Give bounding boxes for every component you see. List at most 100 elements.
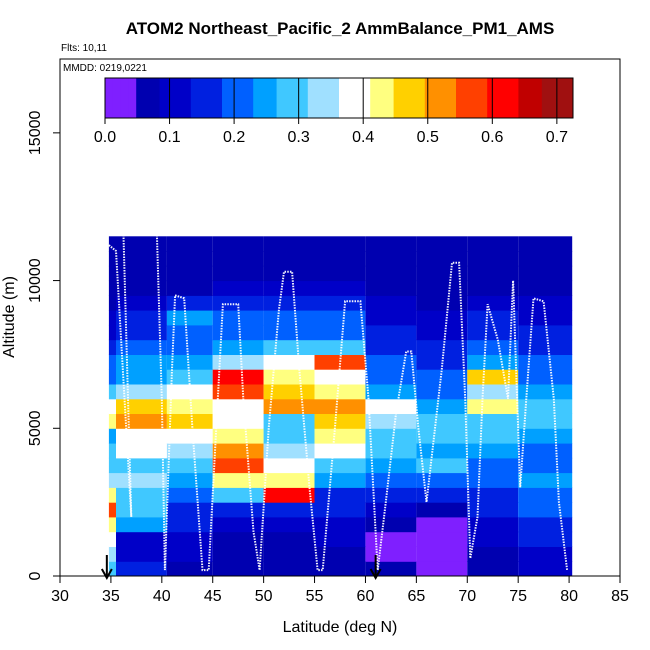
heatmap-cell	[314, 295, 366, 311]
colorbar-swatch	[112, 78, 121, 118]
heatmap-cell	[365, 487, 417, 503]
heatmap-cell	[365, 236, 417, 252]
heatmap-cell	[166, 561, 213, 577]
chart-title: ATOM2 Northeast_Pacific_2 AmmBalance_PM1…	[126, 19, 555, 38]
heatmap-cell	[365, 295, 417, 311]
x-tick-label: 70	[458, 588, 476, 605]
heatmap-cell	[314, 413, 366, 429]
heatmap-cell	[416, 546, 468, 562]
heatmap-cell	[518, 354, 573, 370]
heatmap-cell	[467, 354, 519, 370]
heatmap-cell	[212, 413, 264, 429]
heatmap-cell	[263, 236, 315, 252]
heatmap-cell	[518, 236, 573, 252]
heatmap-cell	[212, 324, 264, 341]
heatmap-cell	[212, 236, 264, 252]
heatmap-cell	[116, 384, 167, 400]
heatmap-cell	[314, 502, 366, 518]
heatmap-cell	[518, 472, 573, 488]
heatmap-cell	[518, 310, 573, 326]
heatmap-cell	[108, 324, 116, 341]
heatmap-cell	[108, 354, 116, 370]
heatmap-cell	[116, 265, 167, 282]
heatmap-cell	[518, 398, 573, 414]
heatmap-cell	[212, 280, 264, 296]
heatmap-cell	[467, 384, 519, 400]
heatmap-cell	[108, 295, 116, 311]
heatmap-cell	[467, 487, 519, 503]
heatmap-cell	[518, 413, 573, 429]
heatmap-cell	[108, 531, 116, 547]
heatmap-cell	[166, 443, 213, 459]
colorbar-swatch	[339, 78, 348, 118]
heatmap-cell	[166, 310, 213, 326]
heatmap-cell	[263, 295, 315, 311]
colorbar-tick-label: 0.3	[288, 129, 310, 146]
heatmap-cell	[467, 280, 519, 296]
colorbar-tick-label: 0.0	[94, 129, 116, 146]
heatmap-cell	[365, 531, 417, 547]
colorbar-swatch	[307, 78, 316, 118]
y-tick-label: 15000	[27, 111, 44, 156]
heatmap-cell	[416, 428, 468, 444]
heatmap-cell	[212, 384, 264, 400]
heatmap-cell	[263, 384, 315, 400]
heatmap-cell	[116, 354, 167, 370]
heatmap-cell	[314, 531, 366, 547]
heatmap-cell	[518, 502, 573, 518]
heatmap-cell	[518, 369, 573, 385]
heatmap-cell	[314, 251, 366, 267]
colorbar-swatch	[159, 78, 168, 118]
heatmap-cell	[108, 280, 116, 296]
heatmap-cell	[116, 502, 167, 518]
heatmap-cell	[166, 236, 213, 252]
heatmap-cell	[365, 502, 417, 518]
colorbar-swatch	[362, 78, 371, 118]
heatmap-cell	[314, 236, 366, 252]
colorbar-swatch	[151, 78, 160, 118]
heatmap-cell	[263, 354, 315, 370]
heatmap-cell	[166, 502, 213, 518]
heatmap-cell	[166, 487, 213, 503]
heatmap-cell	[314, 339, 366, 355]
heatmap-cell	[166, 295, 213, 311]
heatmap-cell	[108, 457, 116, 474]
heatmap-cell	[212, 251, 264, 267]
heatmap-cell	[108, 546, 116, 562]
heatmap-cell	[365, 280, 417, 296]
heatmap-cell	[416, 443, 468, 459]
colorbar-swatch	[471, 78, 480, 118]
heatmap-cell	[518, 251, 573, 267]
heatmap-cell	[518, 295, 573, 311]
colorbar-swatch	[206, 78, 215, 118]
heatmap-cell	[416, 354, 468, 370]
x-tick-label: 45	[204, 588, 222, 605]
heatmap-cell	[263, 251, 315, 267]
colorbar-swatch	[198, 78, 207, 118]
heatmap-cell	[263, 428, 315, 444]
heatmap-cell	[116, 310, 167, 326]
colorbar-swatch	[237, 78, 246, 118]
heatmap-cell	[518, 280, 573, 296]
heatmap-cell	[108, 413, 116, 429]
heatmap-cell	[263, 516, 315, 533]
heatmap-cell	[212, 428, 264, 444]
colorbar-swatch	[136, 78, 145, 118]
heatmap-cell	[365, 546, 417, 562]
colorbar-swatch	[526, 78, 535, 118]
x-tick-label: 75	[509, 588, 527, 605]
heatmap-cell	[314, 443, 366, 459]
x-tick-label: 65	[407, 588, 425, 605]
heatmap-cell	[166, 265, 213, 282]
heatmap-cell	[108, 369, 116, 385]
heatmap-cell	[212, 546, 264, 562]
colorbar-swatch	[417, 78, 426, 118]
colorbar-swatch	[292, 78, 301, 118]
colorbar-swatch	[253, 78, 262, 118]
heatmap-cell	[416, 516, 468, 533]
colorbar-swatch	[222, 78, 231, 118]
dates-label: MMDD: 0219,0221	[63, 63, 147, 74]
heatmap-cell	[518, 265, 573, 282]
heatmap-cell	[212, 339, 264, 355]
x-tick-label: 80	[560, 588, 578, 605]
